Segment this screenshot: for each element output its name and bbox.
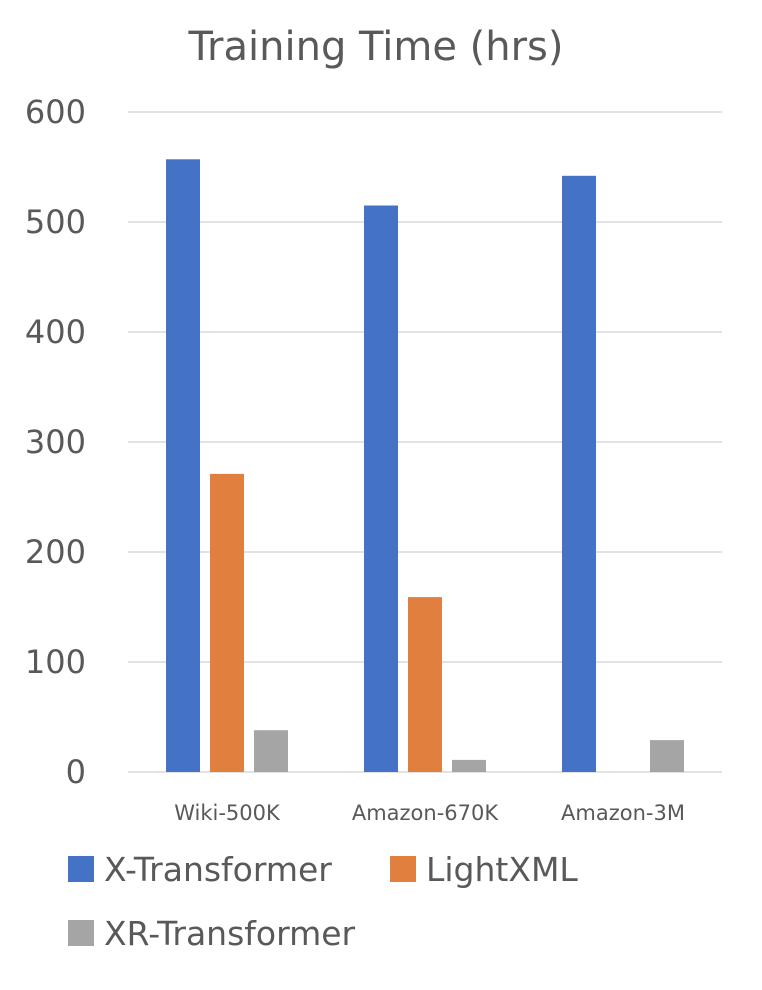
bar-lightxml-amazon-670k: [408, 597, 442, 772]
bar-xr-transformer-amazon-670k: [452, 759, 486, 772]
legend-label: LightXML: [426, 850, 578, 889]
legend-swatch: [68, 920, 94, 946]
bar-x-transformer-amazon-3m: [562, 175, 596, 773]
bar-x-transformer-wiki-500k: [166, 159, 200, 773]
y-tick-label: 100: [25, 643, 86, 681]
legend-swatch: [68, 856, 94, 882]
legend-label: X-Transformer: [104, 850, 332, 889]
bar-xr-transformer-wiki-500k: [254, 730, 288, 772]
legend-item: LightXML: [390, 850, 578, 889]
y-tick-label: 0: [66, 753, 86, 791]
y-tick-label: 300: [25, 423, 86, 461]
y-tick-label: 200: [25, 533, 86, 571]
bar-xr-transformer-amazon-3m: [650, 740, 684, 772]
x-tick-label: Amazon-3M: [561, 801, 685, 825]
bar-lightxml-wiki-500k: [210, 473, 244, 772]
y-tick-label: 600: [25, 93, 86, 131]
legend: X-Transformer LightXML XR-Transformer: [68, 850, 578, 953]
y-tick-label: 400: [25, 313, 86, 351]
chart-title: Training Time (hrs): [188, 24, 564, 70]
x-tick-label: Amazon-670K: [352, 801, 500, 825]
bars: [166, 159, 684, 773]
legend-label: XR-Transformer: [104, 914, 356, 953]
y-tick-label: 500: [25, 203, 86, 241]
bar-x-transformer-amazon-670k: [364, 205, 398, 772]
x-tick-label: Wiki-500K: [174, 801, 281, 825]
legend-item: X-Transformer: [68, 850, 332, 889]
legend-item: XR-Transformer: [68, 914, 356, 953]
y-axis: 0 100 200 300 400 500 600: [25, 93, 86, 791]
legend-swatch: [390, 856, 416, 882]
x-axis: Wiki-500K Amazon-670K Amazon-3M: [174, 801, 685, 825]
